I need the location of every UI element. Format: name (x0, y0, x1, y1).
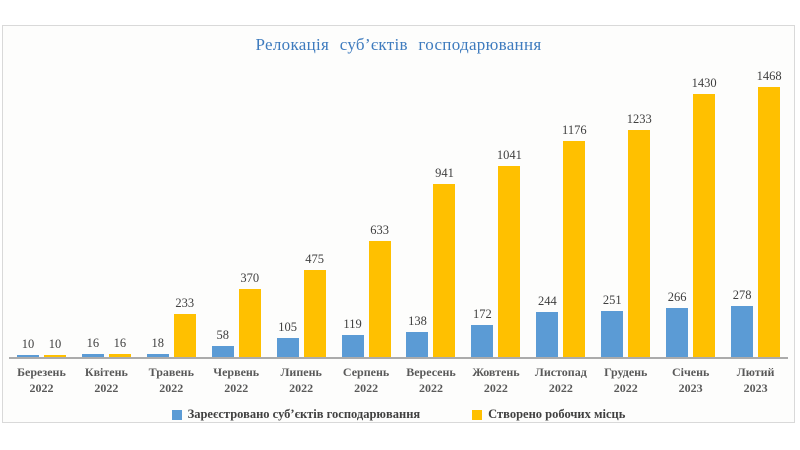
bar-group: 138 941 (399, 166, 464, 357)
bar-group: 58 370 (204, 271, 269, 357)
bar-registered: 266 (666, 290, 689, 357)
x-axis-label: Травень 2022 (148, 365, 194, 396)
bar-value-label: 266 (667, 290, 687, 305)
bar-jobs: 1468 (757, 69, 782, 357)
bar-value-label: 633 (370, 222, 389, 237)
bar-value-label: 1041 (496, 147, 522, 162)
x-axis-label: Жовтень 2022 (472, 365, 520, 396)
bar-group: 10 10 (9, 337, 74, 357)
bar-jobs: 233 (173, 296, 196, 357)
bar-registered: 138 (406, 314, 429, 357)
x-axis-label: Листопад 2022 (534, 365, 587, 396)
bar-value-label: 370 (240, 270, 260, 285)
bar-value-label: 16 (113, 336, 127, 351)
bar-jobs: 941 (433, 166, 456, 357)
bar-group: 244 1176 (528, 123, 593, 357)
bar-registered: 244 (536, 294, 559, 357)
bar-group: 251 1233 (593, 112, 658, 357)
bar-group: 16 16 (74, 336, 139, 357)
bar-value-label: 1233 (626, 112, 652, 127)
x-axis-labels: Березень 2022 Квітень 2022 Травень 2022 Червен… (9, 364, 788, 396)
x-axis-label: Червень 2022 (213, 365, 260, 396)
bar-value-label: 58 (216, 328, 229, 343)
bar-value-label: 10 (48, 337, 62, 351)
legend-item-jobs: Створено робочих місць (472, 407, 625, 422)
legend-marker (171, 409, 182, 420)
bar-jobs: 1233 (627, 112, 652, 357)
legend: Зареєстровано суб’єктів господарювання Ст… (3, 407, 794, 422)
bar-group: 18 233 (139, 296, 204, 357)
bar-registered: 105 (276, 320, 299, 357)
bar-value-label: 941 (435, 165, 454, 180)
bar-value-label: 172 (473, 307, 492, 322)
plot-area: 10 10 16 16 18 233 58 370 105 475 119 633 138 941 172 1… (9, 62, 788, 359)
bar-value-label: 18 (151, 335, 165, 350)
bar-value-label: 1176 (562, 122, 587, 137)
bar-group: 266 1430 (658, 76, 723, 357)
bar-registered: 18 (146, 336, 169, 357)
x-axis-label: Липень 2022 (280, 365, 322, 396)
chart-frame: Релокація суб’єктів господарювання 10 10 1… (2, 25, 795, 423)
bar-value-label: 244 (537, 294, 557, 309)
bar-jobs: 475 (303, 252, 326, 357)
x-axis-label: Квітень 2022 (84, 365, 128, 396)
bar-group: 172 1041 (463, 148, 528, 357)
bar-value-label: 119 (343, 317, 362, 332)
bar-registered: 10 (16, 337, 39, 357)
x-axis-label: Березень 2022 (17, 365, 66, 396)
bar-jobs: 1430 (692, 76, 717, 357)
bar-value-label: 475 (305, 251, 325, 266)
x-axis-label: Грудень 2022 (604, 365, 648, 396)
bar-registered: 172 (471, 307, 494, 357)
legend-marker (472, 409, 483, 420)
bar-value-label: 233 (175, 296, 195, 311)
bar-jobs: 370 (238, 271, 261, 357)
bar-value-label: 278 (732, 287, 752, 302)
x-axis-label: Серпень 2022 (342, 365, 390, 396)
bar-group: 105 475 (269, 252, 334, 357)
bar-value-label: 16 (86, 336, 100, 351)
bar-value-label: 251 (602, 292, 622, 307)
bar-jobs: 633 (368, 223, 391, 357)
legend-label: Створено робочих місць (488, 407, 626, 422)
bar-registered: 251 (601, 293, 624, 357)
bar-value-label: 1468 (756, 69, 782, 83)
legend-item-registered: Зареєстровано суб’єктів господарювання (171, 407, 421, 422)
bar-value-label: 10 (21, 337, 35, 351)
bar-registered: 119 (341, 317, 364, 357)
chart-title: Релокація суб’єктів господарювання (255, 35, 542, 54)
bar-registered: 278 (731, 288, 754, 357)
bar-jobs: 1041 (497, 148, 522, 357)
bar-registered: 16 (81, 336, 104, 357)
bar-jobs: 10 (43, 337, 66, 357)
bar-group: 278 1468 (723, 69, 788, 357)
bar-value-label: 1430 (691, 76, 717, 90)
x-axis-label: Лютий 2023 (736, 365, 775, 396)
bar-jobs: 1176 (562, 123, 587, 357)
x-axis-label: Вересень 2022 (406, 365, 456, 396)
bar-registered: 58 (211, 328, 234, 357)
bar-value-label: 138 (408, 313, 427, 328)
bar-group: 119 633 (334, 223, 399, 357)
bar-jobs: 16 (108, 336, 131, 357)
bar-value-label: 105 (278, 319, 298, 334)
legend-label: Зареєстровано суб’єктів господарювання (187, 407, 421, 422)
x-axis-label: Січень 2023 (672, 365, 710, 396)
